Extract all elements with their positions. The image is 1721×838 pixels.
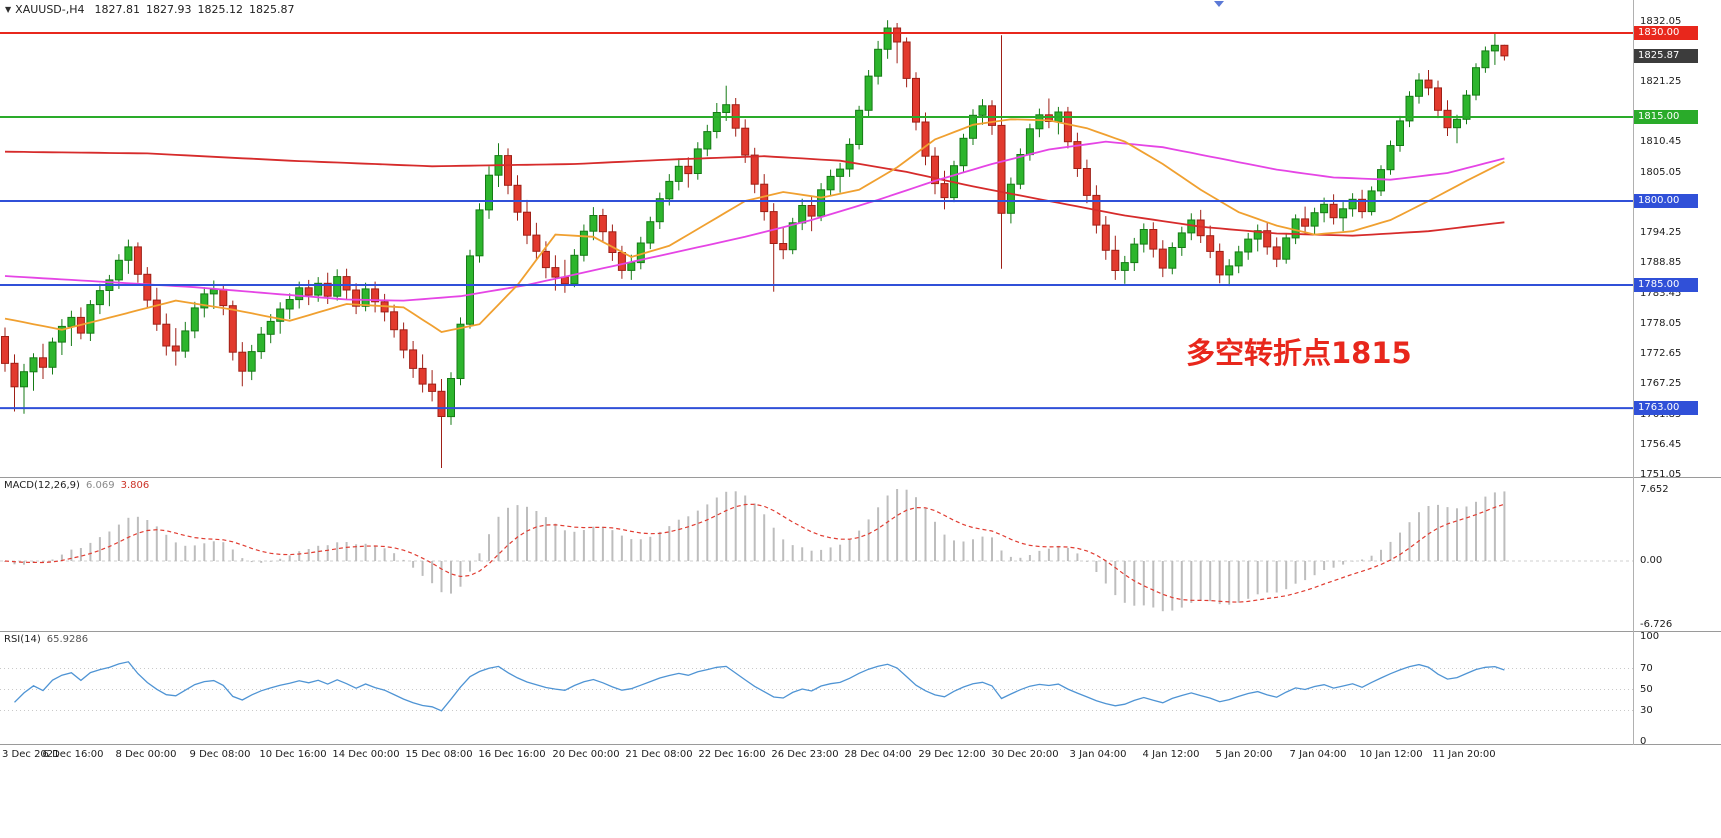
time-label: 6 Dec 16:00 — [42, 749, 104, 760]
time-label: 16 Dec 16:00 — [478, 749, 546, 760]
time-label: 26 Dec 23:00 — [771, 749, 839, 760]
price-tick: 1772.65 — [1640, 348, 1682, 359]
time-label: 21 Dec 08:00 — [625, 749, 693, 760]
time-label: 9 Dec 08:00 — [189, 749, 251, 760]
price-tick: 1794.25 — [1640, 227, 1682, 238]
macd-value-main: 6.069 — [85, 480, 115, 491]
time-label: 29 Dec 12:00 — [918, 749, 986, 760]
time-label: 30 Dec 20:00 — [991, 749, 1059, 760]
price-tick: 1788.85 — [1640, 257, 1682, 268]
rsi-label: RSI(14) 65.9286 — [4, 634, 88, 645]
price-badge: 1830.00 — [1634, 26, 1698, 40]
price-badge: 1763.00 — [1634, 401, 1698, 415]
chart-shift-marker-icon[interactable] — [1214, 1, 1224, 7]
rsi-line — [14, 661, 1505, 712]
rsi-chart — [0, 661, 1633, 712]
price-tick: 1778.05 — [1640, 318, 1682, 329]
rsi-axis-label: 0 — [1640, 736, 1647, 747]
rsi-axis-label: 30 — [1640, 705, 1653, 716]
time-label: 10 Jan 12:00 — [1359, 749, 1423, 760]
price-badge: 1800.00 — [1634, 194, 1698, 208]
time-label: 28 Dec 04:00 — [844, 749, 912, 760]
time-label: 11 Jan 20:00 — [1432, 749, 1496, 760]
annotation-text[interactable]: 多空转折点1815 — [1186, 336, 1412, 370]
time-label: 14 Dec 00:00 — [332, 749, 400, 760]
macd-label: MACD(12,26,9) 6.069 3.806 — [4, 480, 149, 491]
chart-menu-icon[interactable]: ▼ — [5, 5, 12, 14]
ohlc-close: 1825.87 — [249, 3, 295, 16]
time-label: 15 Dec 08:00 — [405, 749, 473, 760]
macd-axis-label: -6.726 — [1640, 619, 1673, 630]
panel-divider-macd-rsi[interactable] — [0, 631, 1721, 632]
price-badge: 1785.00 — [1634, 278, 1698, 292]
macd-signal-line — [4, 503, 1505, 603]
price-tick: 1767.25 — [1640, 378, 1682, 389]
price-chart-panel[interactable] — [0, 0, 1633, 477]
price-tick: 1751.05 — [1640, 469, 1682, 480]
time-label: 5 Jan 20:00 — [1215, 749, 1273, 760]
symbol-ohlc-header: ▼ XAUUSD-,H4 1827.81 1827.93 1825.12 1825.87 — [5, 3, 301, 16]
symbol-period-label: XAUUSD-,H4 — [15, 3, 85, 16]
price-axis[interactable]: 1832.05 1821.25 1810.45 1805.05 1794.25 1788.… — [1634, 0, 1721, 747]
macd-panel[interactable]: MACD(12,26,9) 6.069 3.806 — [0, 478, 1633, 631]
macd-chart — [0, 489, 1633, 612]
rsi-axis-label: 70 — [1640, 663, 1653, 674]
macd-axis-label: 0.00 — [1640, 555, 1663, 566]
ohlc-low: 1825.12 — [197, 3, 244, 16]
ohlc-high: 1827.93 — [146, 3, 192, 16]
rsi-axis-label: 50 — [1640, 684, 1653, 695]
rsi-axis-label: 100 — [1640, 631, 1660, 642]
time-label: 3 Dec 2021 — [2, 749, 60, 760]
price-tick: 1832.05 — [1640, 16, 1682, 27]
time-label: 4 Jan 12:00 — [1142, 749, 1200, 760]
macd-name: MACD(12,26,9) — [4, 480, 80, 491]
rsi-panel[interactable]: RSI(14) 65.9286 — [0, 632, 1633, 744]
ma-red — [4, 150, 1505, 237]
price-tick: 1756.45 — [1640, 439, 1682, 450]
rsi-value: 65.9286 — [46, 634, 89, 645]
price-tick: 1810.45 — [1640, 136, 1682, 147]
panel-divider-rsi-time — [0, 744, 1721, 745]
price-badge: 1825.87 — [1634, 49, 1698, 63]
ohlc-open: 1827.81 — [94, 3, 141, 16]
price-badge: 1815.00 — [1634, 110, 1698, 124]
time-label: 3 Jan 04:00 — [1069, 749, 1127, 760]
time-label: 7 Jan 04:00 — [1289, 749, 1347, 760]
time-label: 8 Dec 00:00 — [115, 749, 177, 760]
price-tick: 1805.05 — [1640, 167, 1682, 178]
price-tick: 1783.45 — [1640, 288, 1682, 299]
macd-value-signal: 3.806 — [120, 480, 150, 491]
time-label: 10 Dec 16:00 — [259, 749, 327, 760]
price-axis-separator — [1633, 0, 1634, 745]
panel-divider-main-macd[interactable] — [0, 477, 1721, 478]
macd-axis-label: 7.652 — [1640, 484, 1669, 495]
time-axis[interactable]: 3 Dec 2021 6 Dec 16:00 8 Dec 00:00 9 Dec 08… — [0, 745, 1633, 771]
price-tick: 1821.25 — [1640, 76, 1682, 87]
rsi-name: RSI(14) — [4, 634, 41, 645]
ma-orange — [4, 118, 1505, 333]
time-label: 22 Dec 16:00 — [698, 749, 766, 760]
ma-magenta — [4, 140, 1505, 302]
candlestick-chart — [0, 20, 1633, 468]
time-label: 20 Dec 00:00 — [552, 749, 620, 760]
